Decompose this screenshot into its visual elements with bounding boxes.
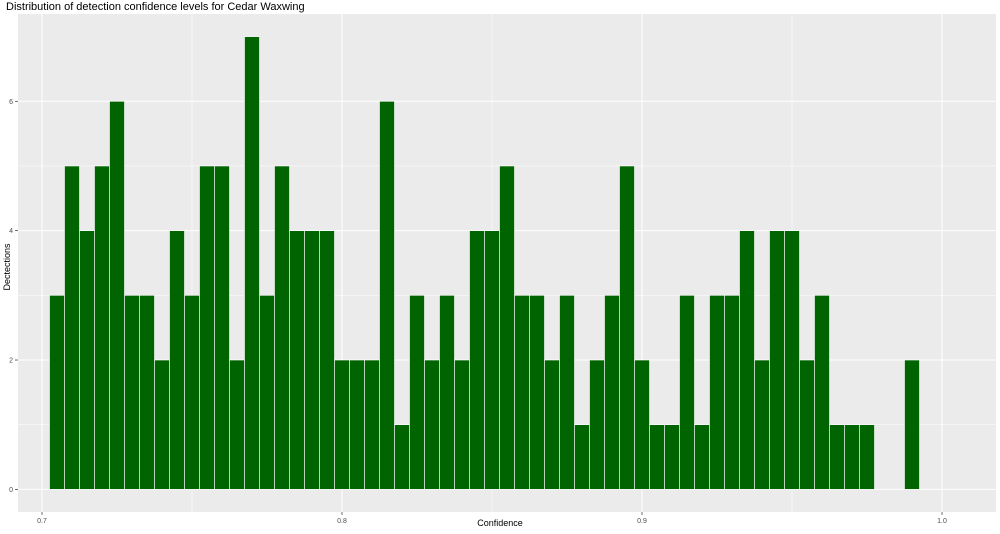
histogram-bar [604, 295, 620, 490]
histogram-bar [289, 230, 305, 490]
histogram-bar [544, 359, 560, 490]
histogram-bar [469, 230, 485, 490]
histogram-bar [724, 295, 740, 490]
histogram-bar [199, 165, 215, 490]
chart-title: Distribution of detection confidence lev… [6, 1, 305, 13]
histogram-bar [589, 359, 605, 490]
x-tick-label: 0.8 [337, 518, 347, 525]
histogram-bar [349, 359, 365, 490]
histogram-bar [79, 230, 95, 490]
histogram-bar [784, 230, 800, 490]
histogram-bar [514, 295, 530, 490]
x-axis-label: Confidence [477, 518, 523, 528]
histogram-bar [484, 230, 500, 490]
histogram-bar [214, 165, 230, 490]
histogram-bar [499, 165, 515, 490]
histogram-bar [244, 36, 260, 490]
histogram-bar [139, 295, 155, 490]
histogram-bar [169, 230, 185, 490]
x-tick-label: 0.7 [37, 518, 47, 525]
histogram-bar [379, 101, 395, 490]
histogram-bar [304, 230, 320, 490]
histogram-bar [634, 359, 650, 490]
histogram-bar [334, 359, 350, 490]
histogram-bar [904, 359, 920, 490]
bars [49, 36, 920, 490]
histogram-bar [124, 295, 140, 490]
histogram-bar [439, 295, 455, 490]
histogram-bar [409, 295, 425, 490]
histogram-bar [259, 295, 275, 490]
histogram-bar [739, 230, 755, 490]
histogram-bar [574, 424, 590, 490]
histogram-bar [679, 295, 695, 490]
histogram-bar [694, 424, 710, 490]
histogram-bar [424, 359, 440, 490]
y-tick-label: 4 [9, 228, 13, 235]
histogram-bar [754, 359, 770, 490]
histogram-bar [454, 359, 470, 490]
histogram-bar [154, 359, 170, 490]
histogram-bar [844, 424, 860, 490]
histogram-bar [829, 424, 845, 490]
x-axis-ticks: 0.7 0.8 0.9 1.0 [37, 512, 947, 525]
histogram-bar [274, 165, 290, 490]
histogram-bar [364, 359, 380, 490]
x-tick-label: 0.9 [637, 518, 647, 525]
histogram-bar [529, 295, 545, 490]
histogram-bar [709, 295, 725, 490]
histogram-bar [64, 165, 80, 490]
histogram-bar [769, 230, 785, 490]
histogram-bar [559, 295, 575, 490]
histogram-bar [94, 165, 110, 490]
histogram-bar [619, 165, 635, 490]
histogram-bar [814, 295, 830, 490]
histogram-bar [649, 424, 665, 490]
y-tick-label: 0 [9, 487, 13, 494]
y-tick-label: 2 [9, 358, 13, 365]
x-tick-label: 1.0 [937, 518, 947, 525]
histogram-bar [49, 295, 65, 490]
histogram-bar [229, 359, 245, 490]
histogram-bar [184, 295, 200, 490]
histogram-bar [664, 424, 680, 490]
histogram-bar [799, 359, 815, 490]
y-axis-ticks: 0 2 4 6 [9, 99, 18, 494]
y-tick-label: 6 [9, 99, 13, 106]
histogram-bar [319, 230, 335, 490]
histogram-bar [109, 101, 125, 490]
histogram-bar [394, 424, 410, 490]
histogram-bar [859, 424, 875, 490]
